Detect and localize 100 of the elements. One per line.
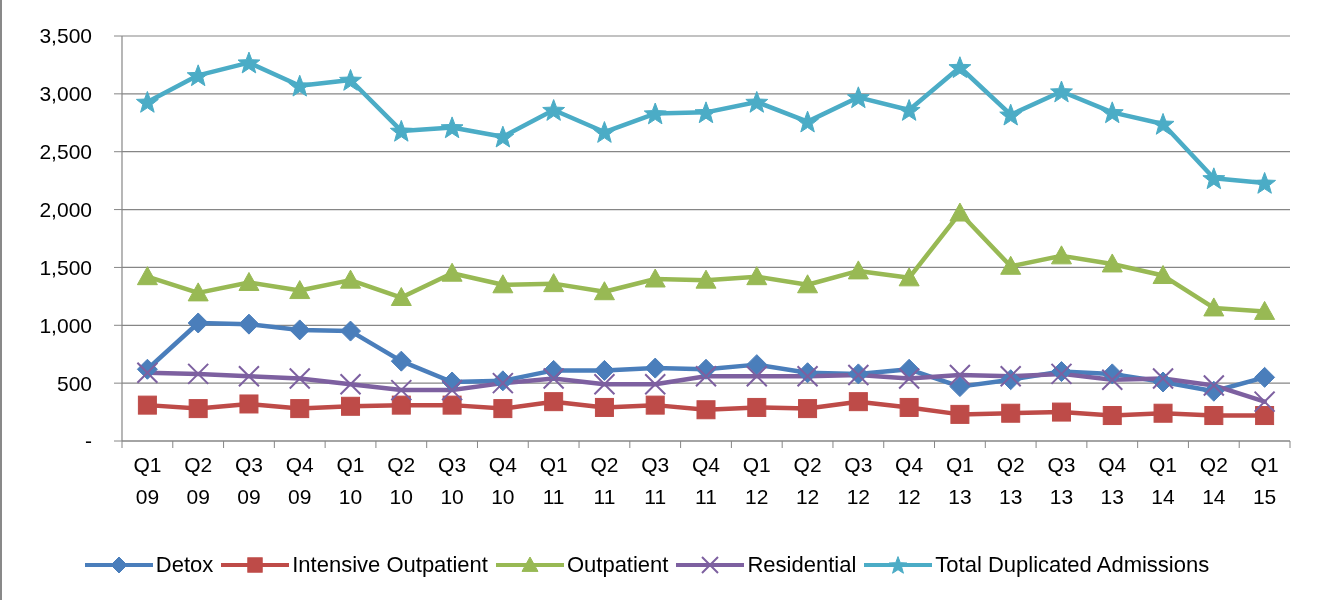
point [796, 110, 819, 133]
legend-label: Outpatient [566, 552, 669, 578]
point [1254, 366, 1276, 388]
point [187, 282, 209, 302]
y-tick-label: 2,000 [39, 198, 92, 222]
point [289, 319, 311, 341]
point [745, 365, 768, 388]
x-tick-label: Q2 11 [590, 453, 619, 508]
point [339, 68, 362, 91]
point [391, 395, 411, 415]
x-tick-label: Q1 12 [742, 453, 771, 508]
point [798, 399, 818, 419]
point [899, 397, 919, 417]
x-tick-label: Q4 13 [1098, 453, 1127, 508]
x-tick-label: Q3 11 [641, 453, 670, 508]
point [593, 359, 615, 381]
y-tick-label: 3,500 [39, 24, 92, 48]
y-tick-label: 3,000 [39, 82, 92, 106]
point [289, 280, 311, 300]
point [644, 357, 666, 379]
point [1101, 253, 1123, 273]
point [746, 266, 768, 286]
point [493, 399, 513, 419]
point [136, 266, 158, 286]
point [745, 90, 769, 113]
point [797, 274, 819, 294]
point [390, 350, 412, 372]
point [543, 273, 565, 293]
point [950, 404, 970, 424]
point [389, 119, 413, 142]
point [238, 271, 260, 291]
point [186, 64, 210, 87]
point [594, 397, 614, 417]
point [1153, 403, 1173, 423]
point [1102, 406, 1122, 426]
x-tick-label: Q3 12 [844, 453, 873, 508]
x-tick-label: Q1 09 [133, 453, 162, 508]
point [135, 90, 159, 113]
point [440, 116, 464, 139]
point [542, 99, 566, 121]
y-tick-label: 500 [56, 371, 92, 395]
legend-label: Detox [155, 552, 214, 578]
point [695, 365, 717, 388]
x-tick-label: Q4 09 [285, 453, 315, 508]
point [1050, 80, 1073, 103]
point [1050, 245, 1072, 265]
point [747, 397, 767, 417]
point [340, 269, 362, 289]
point [593, 281, 615, 301]
point [341, 396, 361, 416]
point [1204, 406, 1224, 426]
point [948, 364, 971, 387]
point [643, 102, 667, 125]
point [644, 373, 667, 396]
point [593, 121, 616, 143]
point [949, 376, 971, 398]
x-tick-label: Q4 11 [691, 453, 721, 508]
x-tick-label: Q1 11 [539, 453, 568, 508]
point [1255, 406, 1275, 426]
point [1253, 171, 1277, 194]
point [1000, 255, 1022, 275]
x-tick-label: Q3 09 [234, 453, 263, 508]
point [746, 354, 768, 376]
point [1101, 368, 1124, 391]
point [1152, 265, 1174, 285]
point [288, 74, 312, 97]
point [1202, 167, 1226, 190]
point [188, 399, 208, 419]
legend-label: Intensive Outpatient [292, 552, 488, 578]
point [1100, 101, 1124, 124]
point [544, 392, 564, 412]
point [239, 394, 259, 414]
x-tick-label: Q2 13 [996, 453, 1025, 508]
point [288, 367, 311, 390]
x-tick-label: Q3 10 [438, 453, 467, 508]
x-tick-label: Q1 13 [945, 453, 974, 508]
x-tick-label: Q2 10 [387, 453, 416, 508]
x-tick-label: Q1 10 [336, 453, 365, 508]
point [695, 269, 717, 289]
point [1202, 374, 1225, 397]
point [1253, 390, 1276, 413]
point [848, 392, 868, 412]
point [137, 395, 157, 415]
point [694, 101, 718, 124]
point [339, 373, 362, 396]
legend-label: Residential [747, 552, 857, 578]
y-tick-label: 1,500 [39, 255, 92, 279]
point [999, 103, 1023, 126]
point [1203, 297, 1225, 317]
x-tick-label: Q1 15 [1250, 453, 1279, 508]
point [238, 313, 260, 335]
point [390, 379, 413, 402]
point [187, 362, 210, 385]
point [846, 86, 870, 109]
point [492, 274, 514, 294]
x-tick-label: Q2 09 [184, 453, 213, 508]
point [644, 268, 666, 288]
x-tick-label: Q4 12 [895, 453, 924, 508]
point [290, 399, 310, 419]
point [187, 312, 209, 334]
